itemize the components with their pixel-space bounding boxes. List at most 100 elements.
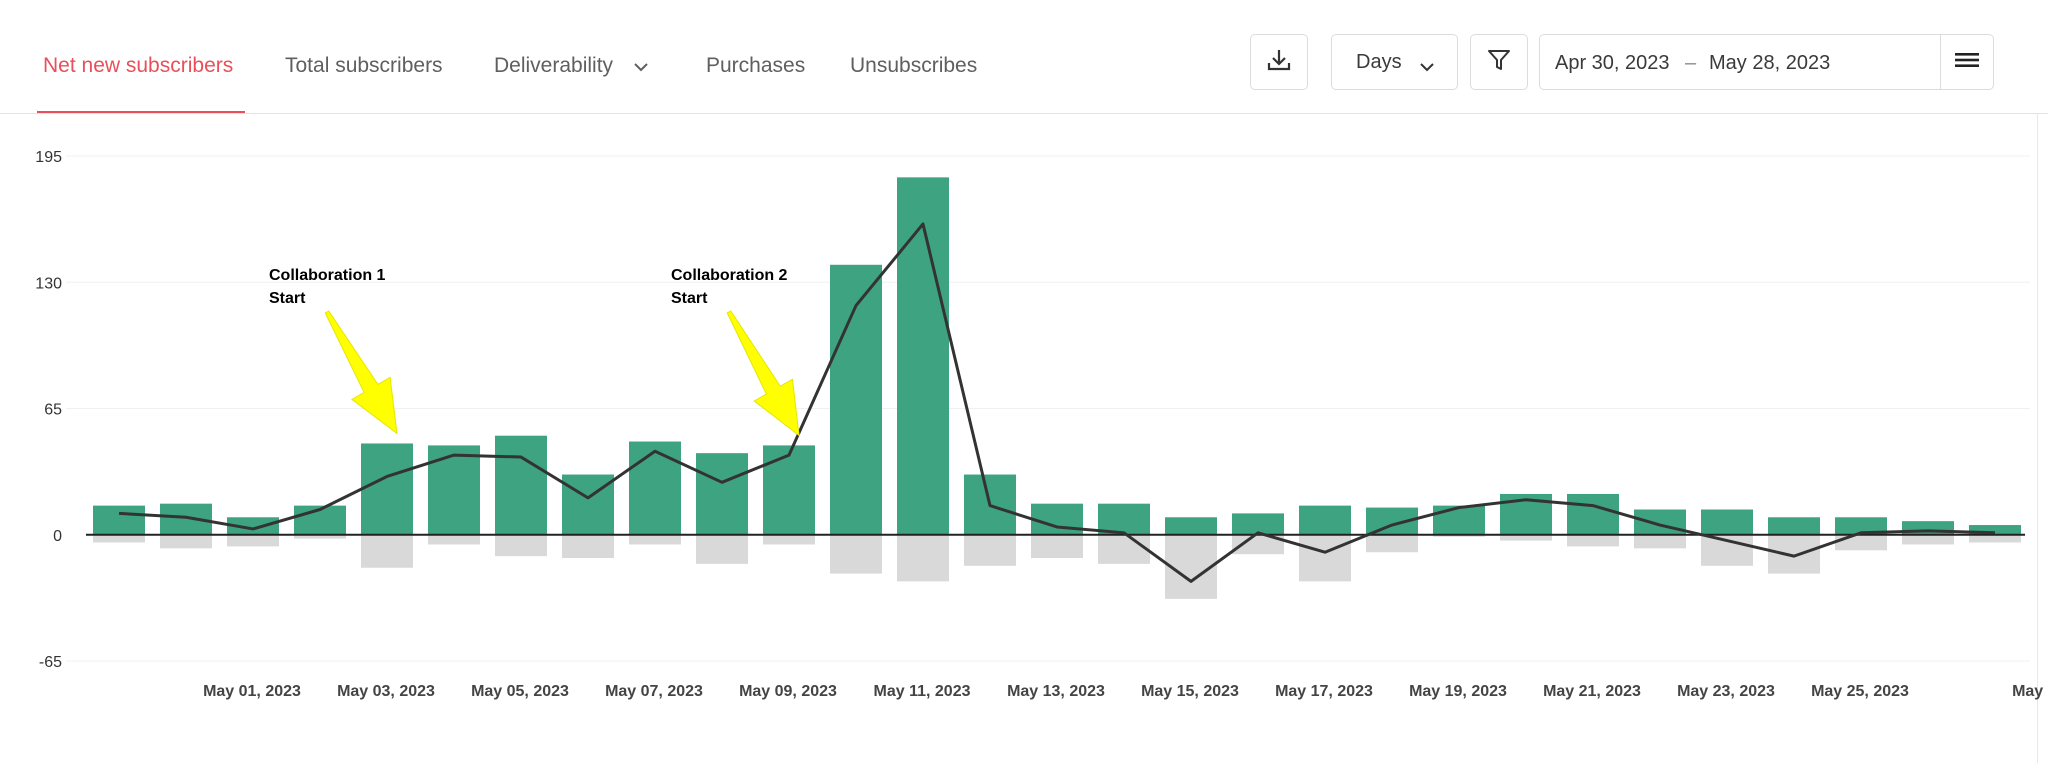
y-tick-label: 130	[35, 275, 62, 292]
negative-bar	[1634, 534, 1686, 549]
annotation: Collaboration 2 Start	[670, 266, 800, 437]
positive-bar	[1433, 505, 1485, 535]
download-icon	[1266, 47, 1292, 78]
negative-bar	[1835, 534, 1887, 551]
tab-total-subscribers[interactable]: Total subscribers	[285, 54, 443, 77]
positive-bar	[1165, 517, 1217, 535]
positive-bars	[93, 177, 2021, 535]
date-to-input[interactable]: May 28, 2023	[1709, 52, 1831, 74]
x-tick-label: May 17, 2023	[1275, 683, 1373, 700]
y-tick-label: 0	[53, 528, 62, 545]
tab-net-new-subscribers[interactable]: Net new subscribers	[43, 54, 234, 77]
chart-right-border	[2037, 114, 2038, 763]
period-select-value: Days	[1356, 50, 1402, 73]
positive-bar	[1098, 503, 1150, 535]
x-tick-label: May 05, 2023	[471, 683, 569, 700]
negative-bar	[1500, 534, 1552, 541]
annotation: Collaboration 1 Start	[268, 266, 398, 435]
negative-bar	[763, 534, 815, 545]
positive-bar	[1969, 525, 2021, 535]
positive-bar	[1768, 517, 1820, 535]
positive-bar	[1701, 509, 1753, 535]
x-tick-label: May 19, 2023	[1409, 683, 1507, 700]
hamburger-icon	[1955, 51, 1979, 74]
negative-bar	[428, 534, 480, 545]
filter-button[interactable]	[1470, 34, 1528, 90]
positive-bar	[495, 435, 547, 535]
x-tick-label: May 23, 2023	[1677, 683, 1775, 700]
positive-bar	[897, 177, 949, 535]
x-tick-label: May 09, 2023	[739, 683, 837, 700]
tab-deliverability-label: Deliverability	[494, 54, 614, 77]
date-from-input[interactable]: Apr 30, 2023	[1555, 52, 1670, 74]
positive-bar	[227, 517, 279, 535]
positive-bar	[93, 505, 145, 535]
negative-bars	[93, 534, 2021, 599]
negative-bar	[1299, 534, 1351, 582]
x-tick-label: May 01, 2023	[203, 683, 301, 700]
positive-bar	[1031, 503, 1083, 535]
positive-bar	[1232, 513, 1284, 535]
positive-bar	[1299, 505, 1351, 535]
x-tick-label: May 13, 2023	[1007, 683, 1105, 700]
negative-bar	[696, 534, 748, 564]
x-tick-label: May 03, 2023	[337, 683, 435, 700]
net-trend-line	[118, 222, 1996, 583]
date-range-picker: Apr 30, 2023 – May 28, 2023	[1539, 34, 1994, 90]
negative-bar	[830, 534, 882, 574]
negative-bar	[1567, 534, 1619, 547]
grid-lines	[66, 155, 2030, 662]
negative-bar	[227, 534, 279, 547]
negative-bar	[495, 534, 547, 557]
x-tick-label: May 11, 2023	[874, 683, 971, 700]
y-tick-label: 65	[44, 402, 62, 419]
negative-bar	[294, 534, 346, 539]
annotation-text: Start	[671, 290, 708, 307]
negative-bar	[1902, 534, 1954, 545]
annotation-text: Start	[269, 290, 306, 307]
negative-bar	[361, 534, 413, 568]
y-tick-label: -65	[39, 654, 62, 671]
date-range-separator: –	[1685, 52, 1697, 74]
positive-bar	[629, 441, 681, 535]
x-tick-label: May 25, 2023	[1811, 683, 1909, 700]
positive-bar	[1567, 493, 1619, 535]
negative-bar	[160, 534, 212, 549]
positive-bar	[361, 443, 413, 535]
negative-bar	[897, 534, 949, 582]
x-tick-label: May 15, 2023	[1141, 683, 1239, 700]
negative-bar	[562, 534, 614, 559]
positive-bar	[428, 445, 480, 535]
tab-unsubscribes[interactable]: Unsubscribes	[850, 54, 978, 77]
negative-bar	[964, 534, 1016, 566]
positive-bar	[1634, 509, 1686, 535]
annotation-text: Collaboration 1	[269, 267, 386, 284]
header-divider	[0, 113, 2048, 114]
x-axis-labels: May 01, 2023 May 03, 2023 May 05, 2023 May …	[203, 683, 2048, 700]
positive-bar	[763, 445, 815, 535]
annotations: Collaboration 1 Start Collaboration 2 Start	[268, 266, 800, 437]
negative-bar	[1969, 534, 2021, 543]
filter-icon	[1486, 47, 1512, 78]
negative-bar	[1098, 534, 1150, 564]
tab-bar: Net new subscribers Total subscribers De…	[0, 0, 1020, 114]
y-tick-label: 195	[35, 149, 62, 166]
positive-bar	[830, 264, 882, 535]
positive-bar	[1835, 517, 1887, 535]
chevron-down-icon	[633, 54, 649, 78]
period-select[interactable]: Days	[1331, 34, 1458, 90]
positive-bar	[696, 453, 748, 535]
arrow-icon	[324, 310, 398, 435]
active-tab-indicator	[37, 111, 245, 114]
chart-menu-button[interactable]	[1940, 35, 1993, 89]
chevron-down-icon	[1419, 55, 1435, 78]
download-button[interactable]	[1250, 34, 1308, 90]
y-axis-labels: 195 130 65 0 -65	[35, 149, 62, 671]
negative-bar	[1165, 534, 1217, 599]
negative-bar	[629, 534, 681, 545]
negative-bar	[93, 534, 145, 543]
arrow-icon	[726, 310, 800, 437]
tab-purchases[interactable]: Purchases	[706, 54, 806, 77]
tab-deliverability[interactable]: Deliverability	[494, 54, 649, 78]
